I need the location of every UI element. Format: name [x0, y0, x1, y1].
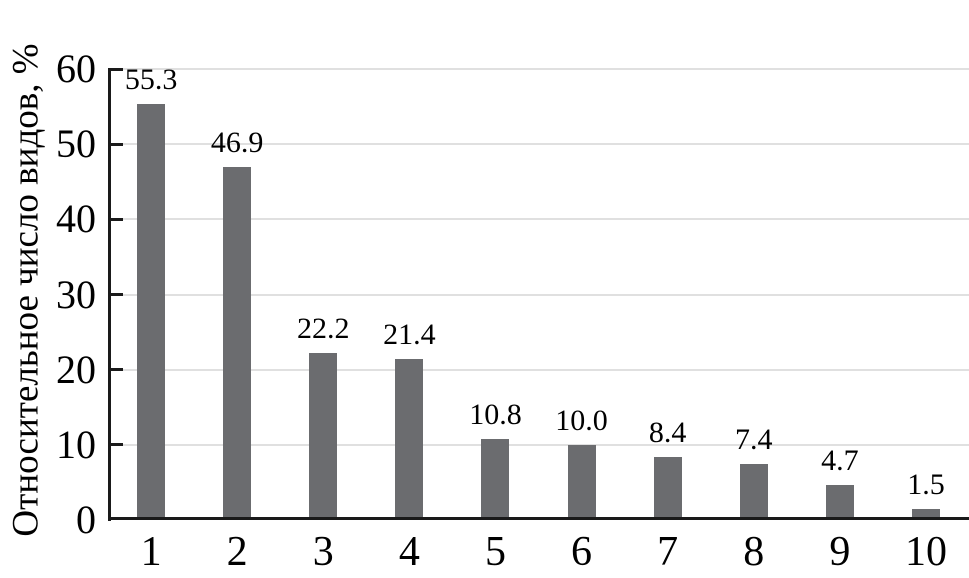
x-axis-line — [108, 517, 969, 520]
y-axis-tick — [108, 443, 123, 447]
bar-value-label: 10.8 — [469, 397, 522, 431]
x-axis-tick-label: 9 — [829, 529, 851, 575]
y-axis-tick-label: 0 — [76, 497, 96, 542]
gridline — [108, 68, 969, 70]
gridline — [108, 218, 969, 221]
bar-value-label: 1.5 — [907, 467, 945, 501]
plot-area: 55.3 46.9 22.2 21.4 10.8 10.0 8.4 7.4 4.7 1.5 1 2 3… — [108, 63, 969, 575]
bar-value-label: 8.4 — [648, 415, 687, 449]
y-axis-tick — [108, 142, 123, 146]
x-axis-tick-label: 8 — [743, 529, 765, 575]
x-axis-tick-label: 5 — [484, 529, 506, 575]
y-axis-tick — [108, 293, 123, 296]
bar-value-label: 4.7 — [821, 443, 859, 477]
y-axis-tick-label: 50 — [56, 121, 96, 167]
bar — [739, 464, 768, 520]
bar — [567, 444, 596, 520]
y-axis-tick — [108, 368, 123, 372]
x-axis-tick-label: 6 — [571, 529, 593, 575]
bar-value-label: 55.3 — [124, 63, 178, 97]
y-axis-tick-label: 20 — [56, 346, 96, 392]
y-axis-line — [108, 68, 111, 521]
y-axis-tick-label: 10 — [56, 421, 96, 467]
x-axis-tick-label: 1 — [140, 529, 162, 575]
y-axis-tick-label: 40 — [56, 196, 96, 242]
bar-value-label: 46.9 — [210, 126, 264, 160]
bar-value-label: 22.2 — [297, 312, 350, 346]
bar — [653, 456, 682, 520]
bar — [395, 359, 424, 520]
gridline — [108, 143, 969, 146]
bar — [825, 484, 854, 520]
bar-value-label: 10.0 — [555, 403, 608, 437]
bar — [223, 167, 252, 520]
bar — [911, 508, 940, 520]
gridline — [108, 368, 969, 371]
x-axis-tick-label: 3 — [312, 529, 334, 575]
y-axis-tick-label: 30 — [56, 271, 96, 317]
gridline — [108, 293, 969, 296]
y-axis-tick — [108, 217, 123, 221]
bar-value-label: 7.4 — [735, 423, 773, 457]
y-axis-tick — [108, 67, 123, 71]
gridline — [108, 443, 969, 446]
x-axis-tick-label: 2 — [226, 529, 248, 575]
bar — [481, 438, 510, 520]
x-axis-tick-label: 10 — [904, 529, 947, 575]
x-axis-tick-label: 4 — [398, 529, 420, 575]
bar — [309, 353, 338, 520]
bar — [137, 104, 166, 520]
y-axis-tick-label: 60 — [56, 46, 96, 91]
bar-value-label: 21.4 — [383, 318, 436, 352]
x-axis-tick-label: 7 — [657, 529, 679, 575]
